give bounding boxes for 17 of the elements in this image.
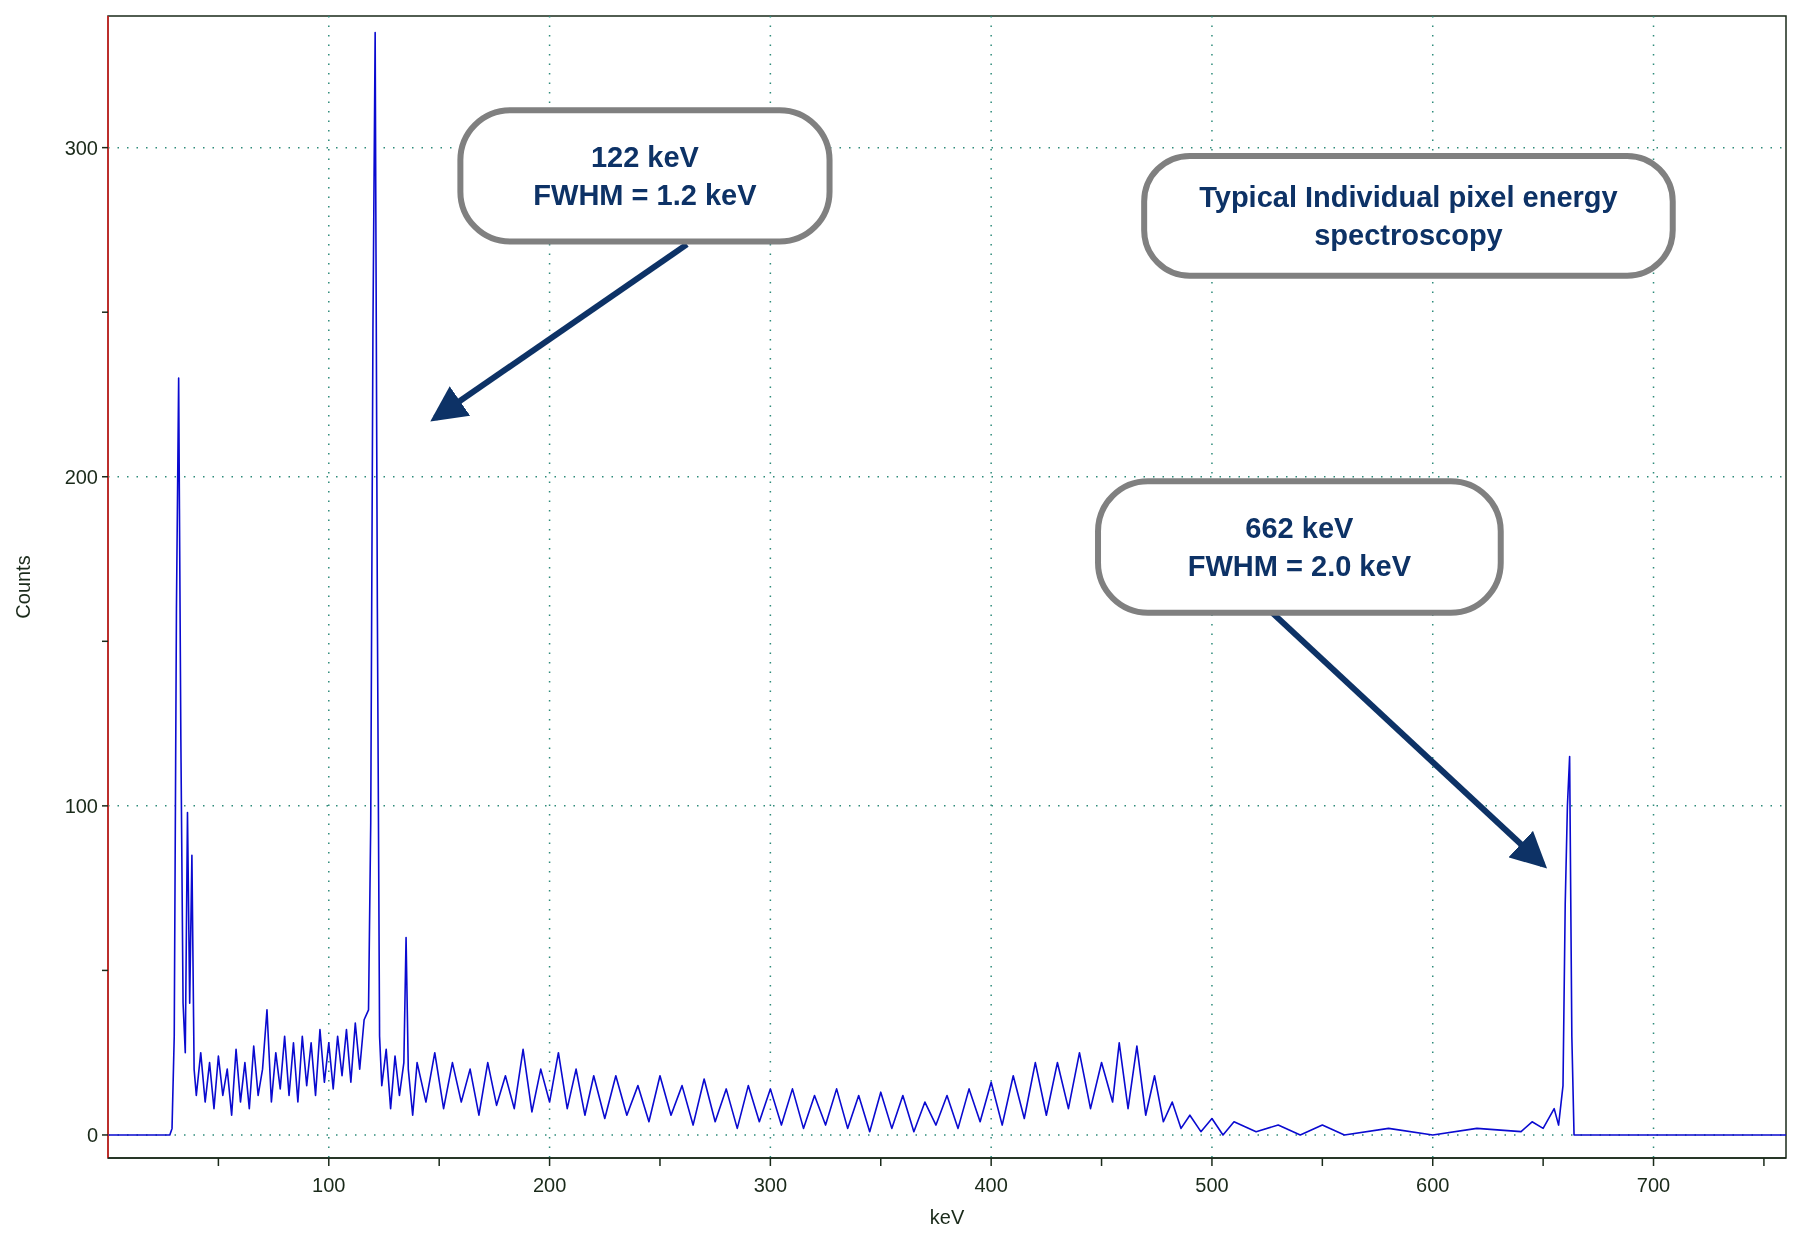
annotation: Typical Individual pixel energy spectroscopy <box>1199 181 1618 251</box>
x-tick-label: 600 <box>1416 1174 1450 1196</box>
y-axis-title: Counts <box>12 555 34 619</box>
x-tick-label: 100 <box>312 1174 346 1196</box>
x-tick-label: 700 <box>1636 1174 1671 1196</box>
x-tick-label: 200 <box>532 1174 567 1196</box>
y-tick-label: 100 <box>64 794 98 817</box>
x-tick-label: 300 <box>753 1174 788 1196</box>
y-tick-label: 0 <box>86 1123 98 1146</box>
x-axis-title: keV <box>929 1206 965 1228</box>
x-tick-label: 400 <box>974 1174 1008 1196</box>
annotation: 662 keV FWHM = 2.0 keV <box>1187 512 1412 583</box>
y-tick-label: 300 <box>64 136 98 159</box>
annotation: 122 keV FWHM = 1.2 keV <box>533 141 758 212</box>
y-tick-label: 200 <box>64 465 98 488</box>
line-series <box>107 31 1787 1136</box>
x-tick-label: 500 <box>1195 1174 1229 1196</box>
